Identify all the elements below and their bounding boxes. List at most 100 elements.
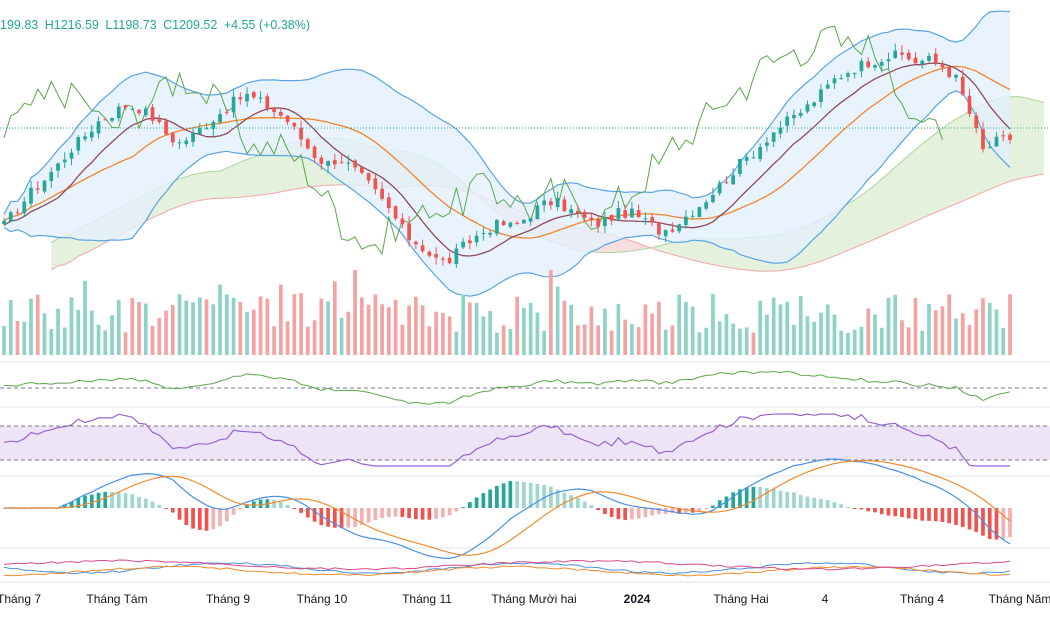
macd-histogram-bar	[569, 495, 573, 508]
macd-histogram-bar	[657, 508, 661, 515]
volume-bar	[717, 321, 722, 355]
macd-histogram-bar	[819, 498, 823, 508]
cloud-segment	[888, 167, 896, 234]
volume-bar	[778, 304, 783, 355]
candle-body	[1001, 135, 1006, 137]
macd-histogram-bar	[353, 508, 357, 527]
volume-bar	[657, 301, 661, 355]
volume-bar	[562, 300, 567, 355]
candle-body	[29, 187, 33, 204]
macd-histogram-bar	[798, 495, 803, 508]
macd-histogram-bar	[542, 485, 546, 508]
time-axis: Tháng 7 Tháng Tám Tháng 9 Tháng 10 Tháng 11 T…	[0, 581, 1050, 606]
volume-bar	[407, 305, 411, 355]
candle-body	[616, 208, 621, 219]
candle-body	[758, 146, 763, 160]
volume-bar	[96, 324, 101, 355]
volume-bar	[49, 329, 54, 355]
macd-histogram-bar	[960, 508, 965, 527]
candle-body	[731, 175, 736, 185]
volume-bar	[535, 312, 540, 355]
cloud-segment	[193, 173, 200, 202]
macd-histogram-bar	[771, 489, 776, 508]
cloud-segment	[58, 237, 65, 266]
volume-bar	[805, 316, 810, 355]
candle-body	[906, 52, 911, 60]
volume-bar	[434, 311, 438, 355]
volume-bar	[447, 316, 452, 355]
macd-histogram-bar	[204, 508, 209, 531]
volume-bar	[630, 324, 634, 355]
volume-bar	[927, 304, 931, 355]
cloud-segment	[625, 238, 632, 252]
ohlc-high-prefix: H	[44, 18, 54, 32]
candle-body	[677, 224, 682, 232]
candle-body	[940, 64, 945, 68]
volume-bar	[663, 329, 668, 355]
macd-histogram-bar	[285, 504, 290, 508]
cloud-segment	[64, 233, 72, 265]
candle-body	[454, 248, 459, 265]
macd-histogram-bar	[549, 486, 553, 508]
volume-bar	[441, 313, 445, 355]
time-axis-label: Tháng 9	[206, 592, 250, 606]
candle-body	[130, 108, 135, 110]
macd-histogram-bar	[103, 491, 108, 508]
macd-histogram-bar	[400, 508, 405, 518]
volume-bar	[346, 311, 351, 355]
candle-body	[981, 129, 985, 150]
volume-bar	[197, 297, 202, 355]
volume-bar	[751, 332, 756, 355]
macd-histogram-bar	[326, 508, 330, 527]
cloud-segment	[908, 149, 916, 225]
candle-body	[386, 197, 391, 209]
macd-histogram-bar	[170, 508, 175, 513]
candle-body	[960, 76, 965, 95]
volume-bar	[555, 286, 560, 355]
cloud-segment	[969, 107, 977, 199]
macd-line	[4, 458, 1011, 560]
cloud-segment	[274, 147, 281, 194]
macd-histogram-bar	[346, 508, 351, 528]
volume-bar	[454, 331, 459, 355]
candle-body	[2, 220, 6, 225]
volume-bar	[299, 293, 303, 355]
macd-histogram-bar	[643, 508, 648, 518]
cloud-segment	[253, 154, 261, 196]
cloud-segment	[679, 239, 686, 259]
volume-bar	[744, 327, 749, 355]
candle-body	[56, 163, 60, 171]
macd-histogram-bar	[373, 508, 378, 521]
candle-body	[15, 212, 20, 214]
volume-bar	[582, 324, 587, 355]
volume-bar	[83, 280, 87, 355]
volume-bar	[758, 300, 763, 355]
candle-body	[319, 157, 324, 164]
macd-histogram-bar	[197, 508, 202, 530]
macd-histogram-bar	[224, 508, 229, 522]
volume-bar	[393, 299, 398, 355]
macd-histogram-bar	[825, 500, 830, 508]
indicator-panes	[0, 361, 1050, 577]
candle-body	[650, 217, 655, 223]
volume-bar	[427, 326, 432, 355]
cloud-segment	[658, 244, 666, 253]
cloud-segment	[834, 207, 842, 256]
macd-histogram-bar	[89, 494, 94, 508]
macd-histogram-bar	[893, 508, 898, 517]
candle-body	[245, 93, 249, 102]
volume-bar	[886, 297, 891, 355]
candle-body	[231, 96, 236, 113]
candle-body	[684, 216, 688, 225]
volume-bar	[954, 318, 958, 355]
candle-body	[339, 162, 344, 164]
candle-body	[954, 75, 958, 78]
cloud-segment	[240, 159, 248, 198]
macd-histogram-bar	[650, 508, 655, 516]
volume-bar	[765, 314, 769, 355]
volume-bar	[312, 320, 317, 355]
candle-body	[623, 210, 628, 218]
candle-body	[62, 159, 67, 163]
volume-bar	[22, 321, 27, 355]
